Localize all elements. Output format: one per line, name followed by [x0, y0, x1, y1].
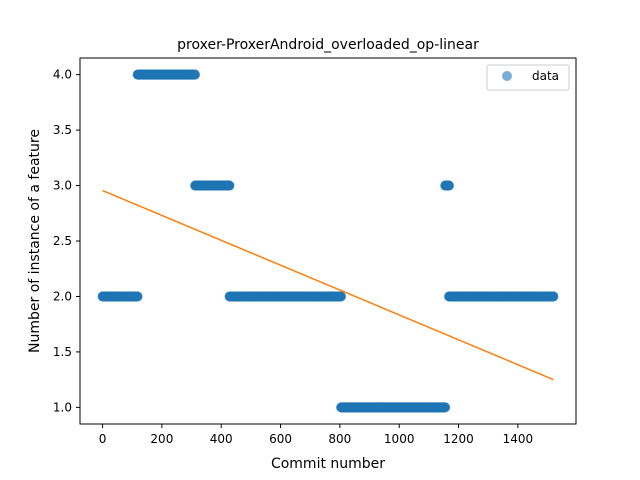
y-tick-label: 1.5: [53, 345, 72, 359]
linear-fit-line: [102, 189, 554, 381]
x-axis-label: Commit number: [271, 456, 385, 472]
data-point: [336, 291, 347, 302]
x-tick-label: 400: [210, 432, 233, 446]
x-tick-label: 0: [99, 432, 107, 446]
x-tick-label: 1400: [503, 432, 534, 446]
y-tick-label: 3.5: [53, 123, 72, 137]
x-tick-label: 600: [269, 432, 292, 446]
y-tick-label: 3.0: [53, 179, 72, 193]
y-tick-label: 4.0: [53, 68, 72, 82]
data-point: [132, 291, 143, 302]
x-tick-label: 800: [328, 432, 351, 446]
data-point: [224, 180, 235, 191]
x-tick-label: 1200: [443, 432, 474, 446]
x-tick-label: 1000: [384, 432, 415, 446]
data-point: [444, 180, 455, 191]
legend: data: [486, 64, 570, 91]
y-tick-label: 1.0: [53, 400, 72, 414]
data-point: [440, 402, 451, 413]
x-tick-label: 200: [150, 432, 173, 446]
data-point: [190, 69, 201, 80]
plot-area: [97, 69, 559, 413]
data-point: [548, 291, 559, 302]
legend-label-data: data: [532, 69, 559, 83]
y-tick-label: 2.5: [53, 234, 72, 248]
legend-marker-data: [502, 71, 512, 81]
chart-title: proxer-ProxerAndroid_overloaded_op-linea…: [177, 37, 479, 53]
y-axis-label: Number of instance of a feature: [27, 129, 43, 353]
y-axis: 1.0 1.5 2.0 2.5 3.0 3.5 4.0: [53, 68, 80, 414]
x-axis: 0 200 400 600 800 1000 1200 1400: [99, 424, 533, 446]
y-tick-label: 2.0: [53, 289, 72, 303]
